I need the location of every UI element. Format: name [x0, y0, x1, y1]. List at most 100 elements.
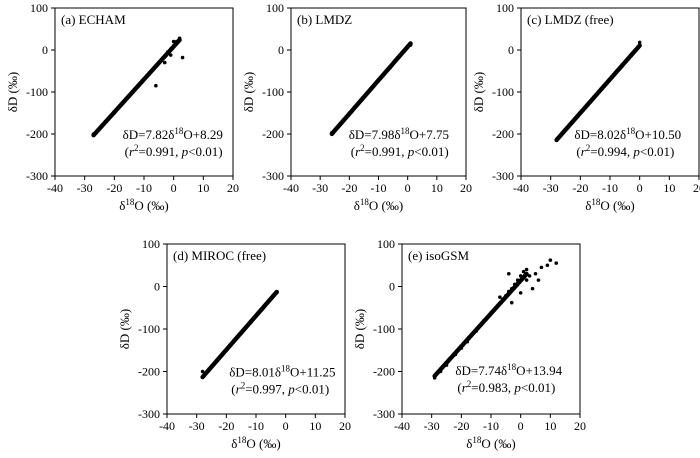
data-point	[269, 297, 273, 301]
data-point	[477, 325, 481, 329]
data-point	[623, 60, 627, 65]
y-tick-label: 0	[278, 43, 284, 57]
x-tick-label: 20	[693, 181, 700, 195]
data-point	[218, 354, 223, 359]
y-tick-label: -100	[373, 322, 395, 336]
y-tick-label: 100	[377, 237, 395, 251]
data-point	[171, 44, 176, 48]
data-point	[162, 60, 167, 65]
panel-title: (b) LMDZ	[297, 12, 352, 27]
data-point	[370, 85, 375, 89]
data-point	[533, 271, 538, 276]
y-tick-label: -100	[492, 85, 514, 99]
data-point	[148, 71, 152, 75]
data-point	[524, 267, 529, 272]
x-tick-label: -20	[218, 419, 234, 433]
x-tick-label: -10	[248, 419, 264, 433]
y-tick-label: 100	[496, 1, 514, 15]
data-point	[162, 54, 167, 59]
panel-title: (e) isoGSM	[408, 248, 469, 263]
fit-equation: δD=7.98δ18​O+7.75	[349, 126, 449, 142]
y-tick-label: -300	[262, 169, 284, 183]
data-point	[432, 376, 437, 380]
data-point	[518, 291, 523, 295]
data-point	[474, 329, 478, 333]
x-tick-label: -40	[513, 181, 529, 195]
data-point	[578, 111, 583, 115]
data-point	[405, 44, 410, 49]
data-point	[438, 369, 443, 374]
x-tick-label: 20	[574, 419, 586, 433]
data-point	[338, 121, 343, 126]
x-tick-label: 0	[405, 181, 411, 195]
data-point	[509, 300, 514, 305]
data-point	[483, 318, 487, 323]
data-point	[620, 64, 624, 68]
data-point	[142, 77, 146, 82]
y-tick-label: 0	[508, 43, 514, 57]
data-point	[400, 51, 404, 56]
y-tick-label: -100	[138, 322, 160, 336]
data-point	[347, 111, 352, 115]
data-point	[127, 94, 131, 98]
data-point	[245, 324, 249, 328]
y-tick-label: 100	[30, 1, 48, 15]
data-point	[362, 95, 366, 99]
y-tick-label: -300	[373, 407, 395, 421]
point-cloud	[329, 41, 413, 137]
y-axis-label: δD (‰)	[471, 72, 486, 112]
y-axis-label: δD (‰)	[352, 309, 367, 349]
x-tick-label: -40	[159, 419, 175, 433]
data-point	[545, 263, 550, 268]
data-point	[495, 305, 499, 309]
y-tick-label: -200	[373, 365, 395, 379]
x-tick-label: 20	[460, 181, 472, 195]
data-point	[397, 55, 401, 59]
data-point	[465, 339, 470, 344]
x-tick-label: -30	[543, 181, 559, 195]
y-tick-label: 100	[266, 1, 284, 15]
data-point	[631, 50, 636, 55]
data-point	[569, 121, 574, 126]
data-point	[91, 132, 96, 136]
data-point	[498, 295, 502, 299]
y-tick-label: -300	[138, 407, 160, 421]
data-point	[274, 290, 279, 295]
x-tick-label: 10	[544, 419, 556, 433]
data-point	[512, 282, 517, 287]
data-point	[637, 43, 642, 48]
data-point	[530, 286, 535, 291]
x-tick-label: 0	[637, 181, 643, 195]
fit-statistics: (r2​=0.991, p<0.01)	[125, 143, 223, 159]
data-point	[637, 40, 642, 45]
y-tick-label: -100	[26, 85, 48, 99]
x-tick-label: -20	[341, 181, 357, 195]
x-tick-label: -10	[136, 181, 152, 195]
x-tick-label: -30	[77, 181, 93, 195]
data-point	[524, 271, 529, 277]
data-point	[266, 300, 270, 305]
data-point	[459, 346, 464, 350]
data-point	[168, 47, 173, 51]
x-tick-label: -40	[283, 181, 299, 195]
data-point	[388, 65, 392, 70]
data-point	[376, 78, 381, 83]
data-point	[154, 65, 158, 69]
panel-title: (d) MIROC (free)	[173, 248, 266, 263]
data-point	[165, 50, 170, 54]
y-tick-label: -300	[26, 169, 48, 183]
data-point	[554, 261, 559, 265]
x-tick-label: 0	[171, 181, 177, 195]
data-point	[521, 269, 526, 274]
y-axis-label: δD (‰)	[241, 72, 256, 112]
data-point	[507, 289, 511, 294]
data-point	[554, 138, 559, 143]
y-tick-label: -200	[26, 127, 48, 141]
data-point	[272, 293, 276, 298]
x-tick-label: 0	[518, 419, 524, 433]
data-point	[539, 265, 544, 270]
data-point	[239, 331, 243, 336]
x-tick-label: -20	[453, 419, 469, 433]
data-point	[560, 131, 565, 135]
